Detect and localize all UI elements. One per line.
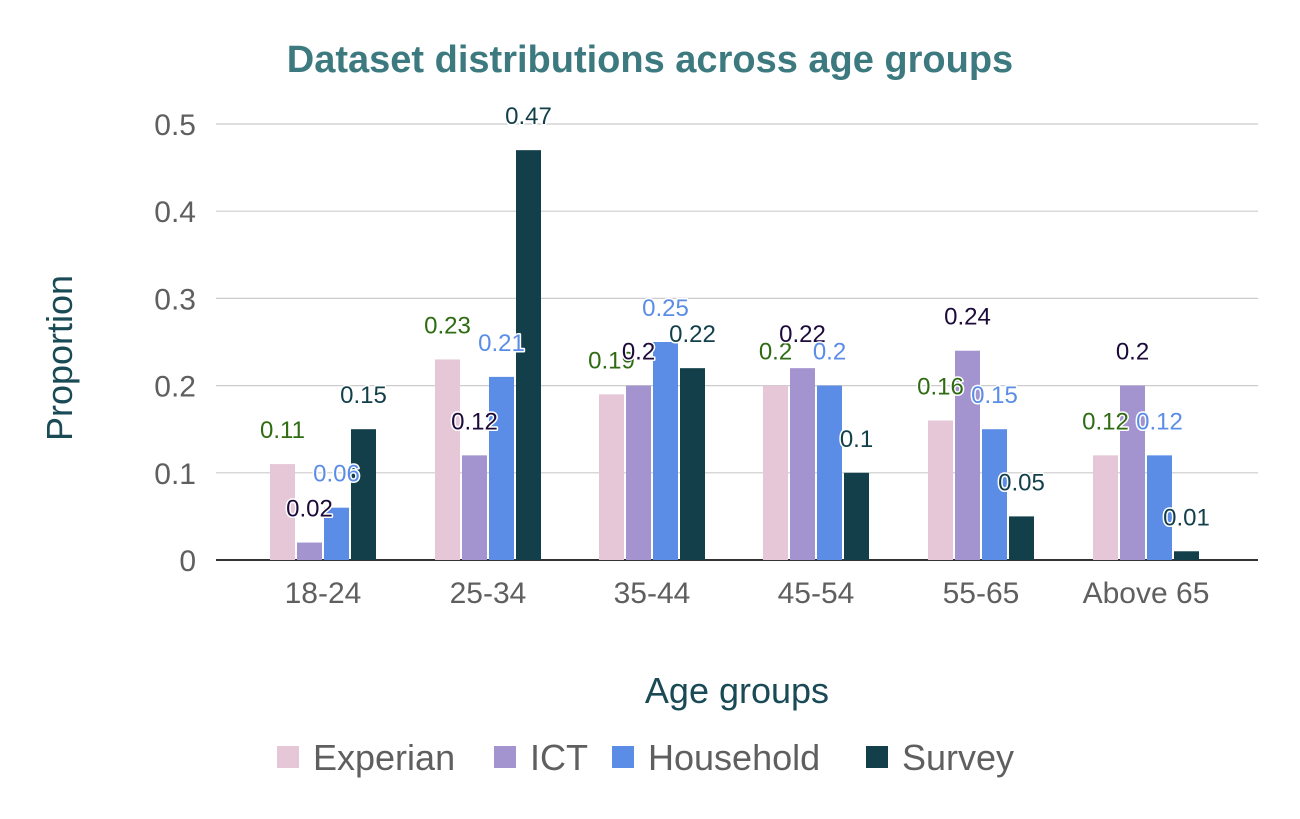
x-tick-label: 45-54 [778,577,855,610]
legend: Experian ICT Household Survey [277,737,1014,778]
x-axis-title: Age groups [645,670,829,711]
bar-survey-45-54 [844,472,869,560]
data-label: 0.05 [998,469,1045,496]
data-label: 0.19 [588,347,635,374]
bars [270,150,1199,560]
legend-swatch-experian [277,746,299,768]
bar-ict-25-34 [462,455,487,560]
data-label: 0.2 [813,339,846,366]
data-label: 0.15 [340,382,387,409]
data-label: 0.2 [759,339,792,366]
bar-experian-25-34 [435,359,460,560]
data-label: 0.25 [642,295,689,322]
y-tick-label: 0.1 [154,458,196,491]
bar-experian-55-65 [928,420,953,560]
legend-swatch-ict [494,746,516,768]
legend-swatch-household [612,746,634,768]
data-label: 0.15 [971,382,1018,409]
bar-experian-35-44 [599,394,624,560]
data-label: 0.12 [451,408,498,435]
bar-experian-above-65 [1093,455,1118,560]
bar-survey-above-65 [1174,551,1199,560]
y-axis-title: Proportion [39,275,80,441]
data-label: 0.21 [478,330,525,357]
data-label: 0.1 [840,426,873,453]
bar-ict-above-65 [1120,385,1145,560]
chart-title: Dataset distributions across age groups [287,39,1013,81]
bar-survey-35-44 [680,368,705,560]
bar-household-18-24 [324,507,349,560]
legend-label-experian: Experian [313,737,455,778]
bar-experian-45-54 [763,385,788,560]
bar-household-above-65 [1147,455,1172,560]
bar-household-45-54 [817,385,842,560]
legend-swatch-survey [866,746,888,768]
data-label: 0.12 [1082,408,1129,435]
data-label: 0.24 [944,304,991,331]
bar-ict-55-65 [955,350,980,560]
y-tick-label: 0.3 [154,283,196,316]
legend-label-survey: Survey [902,737,1014,778]
x-tick-label: 18-24 [285,577,362,610]
data-label: 0.22 [669,321,716,348]
bar-ict-18-24 [297,542,322,560]
y-tick-label: 0 [179,545,196,578]
x-tick-label: 55-65 [943,577,1020,610]
y-axis-ticks: 0 0.1 0.2 0.3 0.4 0.5 [154,109,196,578]
bar-survey-25-34 [516,150,541,560]
data-label: 0.22 [779,321,826,348]
data-label: 0.06 [313,461,360,488]
bar-survey-18-24 [351,429,376,560]
data-label: 0.11 [260,417,305,444]
y-tick-label: 0.5 [154,109,196,142]
x-tick-label: 25-34 [450,577,527,610]
y-tick-label: 0.4 [154,196,196,229]
bar-ict-35-44 [626,385,651,560]
x-tick-label: Above 65 [1083,577,1210,610]
data-label: 0.02 [286,496,333,523]
bar-household-25-34 [489,376,514,560]
data-label: 0.2 [622,339,655,366]
x-tick-label: 35-44 [614,577,691,610]
x-axis-ticks: 18-24 25-34 35-44 45-54 55-65 Above 65 [285,577,1210,610]
legend-label-ict: ICT [530,737,588,778]
gridlines [216,123,1258,561]
data-label: 0.23 [424,312,471,339]
data-labels: 0.110.020.060.150.230.120.210.470.190.20… [259,102,1212,533]
bar-survey-55-65 [1009,516,1034,560]
data-label: 0.47 [505,103,552,130]
bar-household-35-44 [653,342,678,560]
bar-experian-18-24 [270,464,295,560]
y-tick-label: 0.2 [154,371,196,404]
bar-household-55-65 [982,429,1007,560]
bar-ict-45-54 [790,368,815,560]
data-label: 0.12 [1136,408,1183,435]
data-label: 0.2 [1116,339,1149,366]
data-label: 0.01 [1163,504,1210,531]
legend-label-household: Household [648,737,820,778]
data-label: 0.16 [917,373,964,400]
